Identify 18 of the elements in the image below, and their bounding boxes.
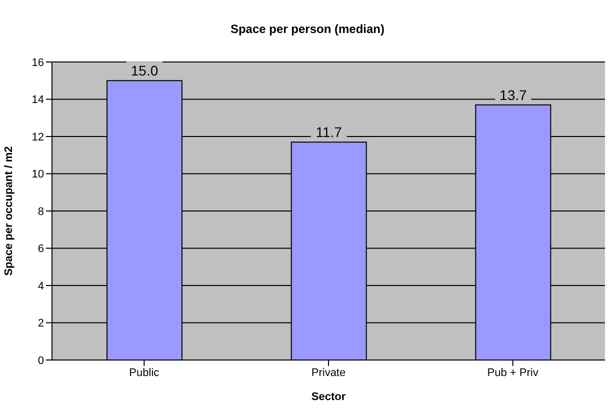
- y-tick-label: 0: [38, 354, 44, 367]
- chart-title: Space per person (median): [229, 22, 386, 36]
- data-label: 13.7: [500, 86, 528, 103]
- data-label: 15.0: [130, 62, 158, 79]
- y-tick-label: 12: [32, 131, 44, 144]
- y-tick-label: 8: [38, 206, 44, 218]
- x-axis-title: Sector: [311, 391, 346, 403]
- x-tick-label: Public: [129, 366, 160, 379]
- y-tick-label: 14: [32, 94, 44, 106]
- y-tick-label: 16: [32, 56, 44, 69]
- x-tick-label: Pub + Priv: [487, 366, 539, 379]
- y-tick-label: 2: [38, 318, 44, 330]
- y-tick-label: 4: [38, 280, 44, 292]
- y-axis-title: Space per occupant / m2: [2, 146, 15, 276]
- x-tick-label: Private: [311, 366, 346, 379]
- data-label: 11.7: [316, 124, 342, 140]
- y-tick-label: 10: [32, 168, 44, 181]
- y-tick-label: 6: [38, 243, 44, 256]
